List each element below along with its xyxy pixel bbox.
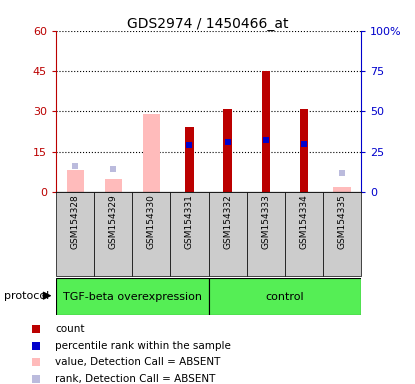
Text: GDS2974 / 1450466_at: GDS2974 / 1450466_at xyxy=(127,17,288,31)
FancyBboxPatch shape xyxy=(56,192,94,276)
Text: GSM154330: GSM154330 xyxy=(147,195,156,250)
Bar xyxy=(261,71,270,192)
Bar xyxy=(143,114,160,192)
FancyBboxPatch shape xyxy=(171,192,209,276)
Bar xyxy=(66,170,84,192)
Text: count: count xyxy=(55,324,85,334)
Text: GSM154331: GSM154331 xyxy=(185,195,194,250)
Text: GSM154334: GSM154334 xyxy=(299,195,308,249)
Text: protocol: protocol xyxy=(4,291,49,301)
FancyBboxPatch shape xyxy=(94,192,132,276)
FancyBboxPatch shape xyxy=(132,192,171,276)
Text: GSM154333: GSM154333 xyxy=(261,195,270,250)
Text: control: control xyxy=(266,291,304,302)
Bar xyxy=(105,179,122,192)
FancyBboxPatch shape xyxy=(247,192,285,276)
Bar xyxy=(300,109,308,192)
FancyBboxPatch shape xyxy=(209,278,361,315)
FancyBboxPatch shape xyxy=(209,192,247,276)
Text: rank, Detection Call = ABSENT: rank, Detection Call = ABSENT xyxy=(55,374,215,384)
Bar xyxy=(223,109,232,192)
Text: GSM154328: GSM154328 xyxy=(71,195,80,249)
Bar xyxy=(333,187,351,192)
FancyBboxPatch shape xyxy=(285,192,323,276)
Text: GSM154329: GSM154329 xyxy=(109,195,118,249)
Text: TGF-beta overexpression: TGF-beta overexpression xyxy=(63,291,202,302)
Bar xyxy=(185,127,194,192)
Text: GSM154332: GSM154332 xyxy=(223,195,232,249)
FancyBboxPatch shape xyxy=(56,278,209,315)
Text: percentile rank within the sample: percentile rank within the sample xyxy=(55,341,231,351)
Text: GSM154335: GSM154335 xyxy=(337,195,347,250)
Text: value, Detection Call = ABSENT: value, Detection Call = ABSENT xyxy=(55,358,220,367)
FancyBboxPatch shape xyxy=(323,192,361,276)
